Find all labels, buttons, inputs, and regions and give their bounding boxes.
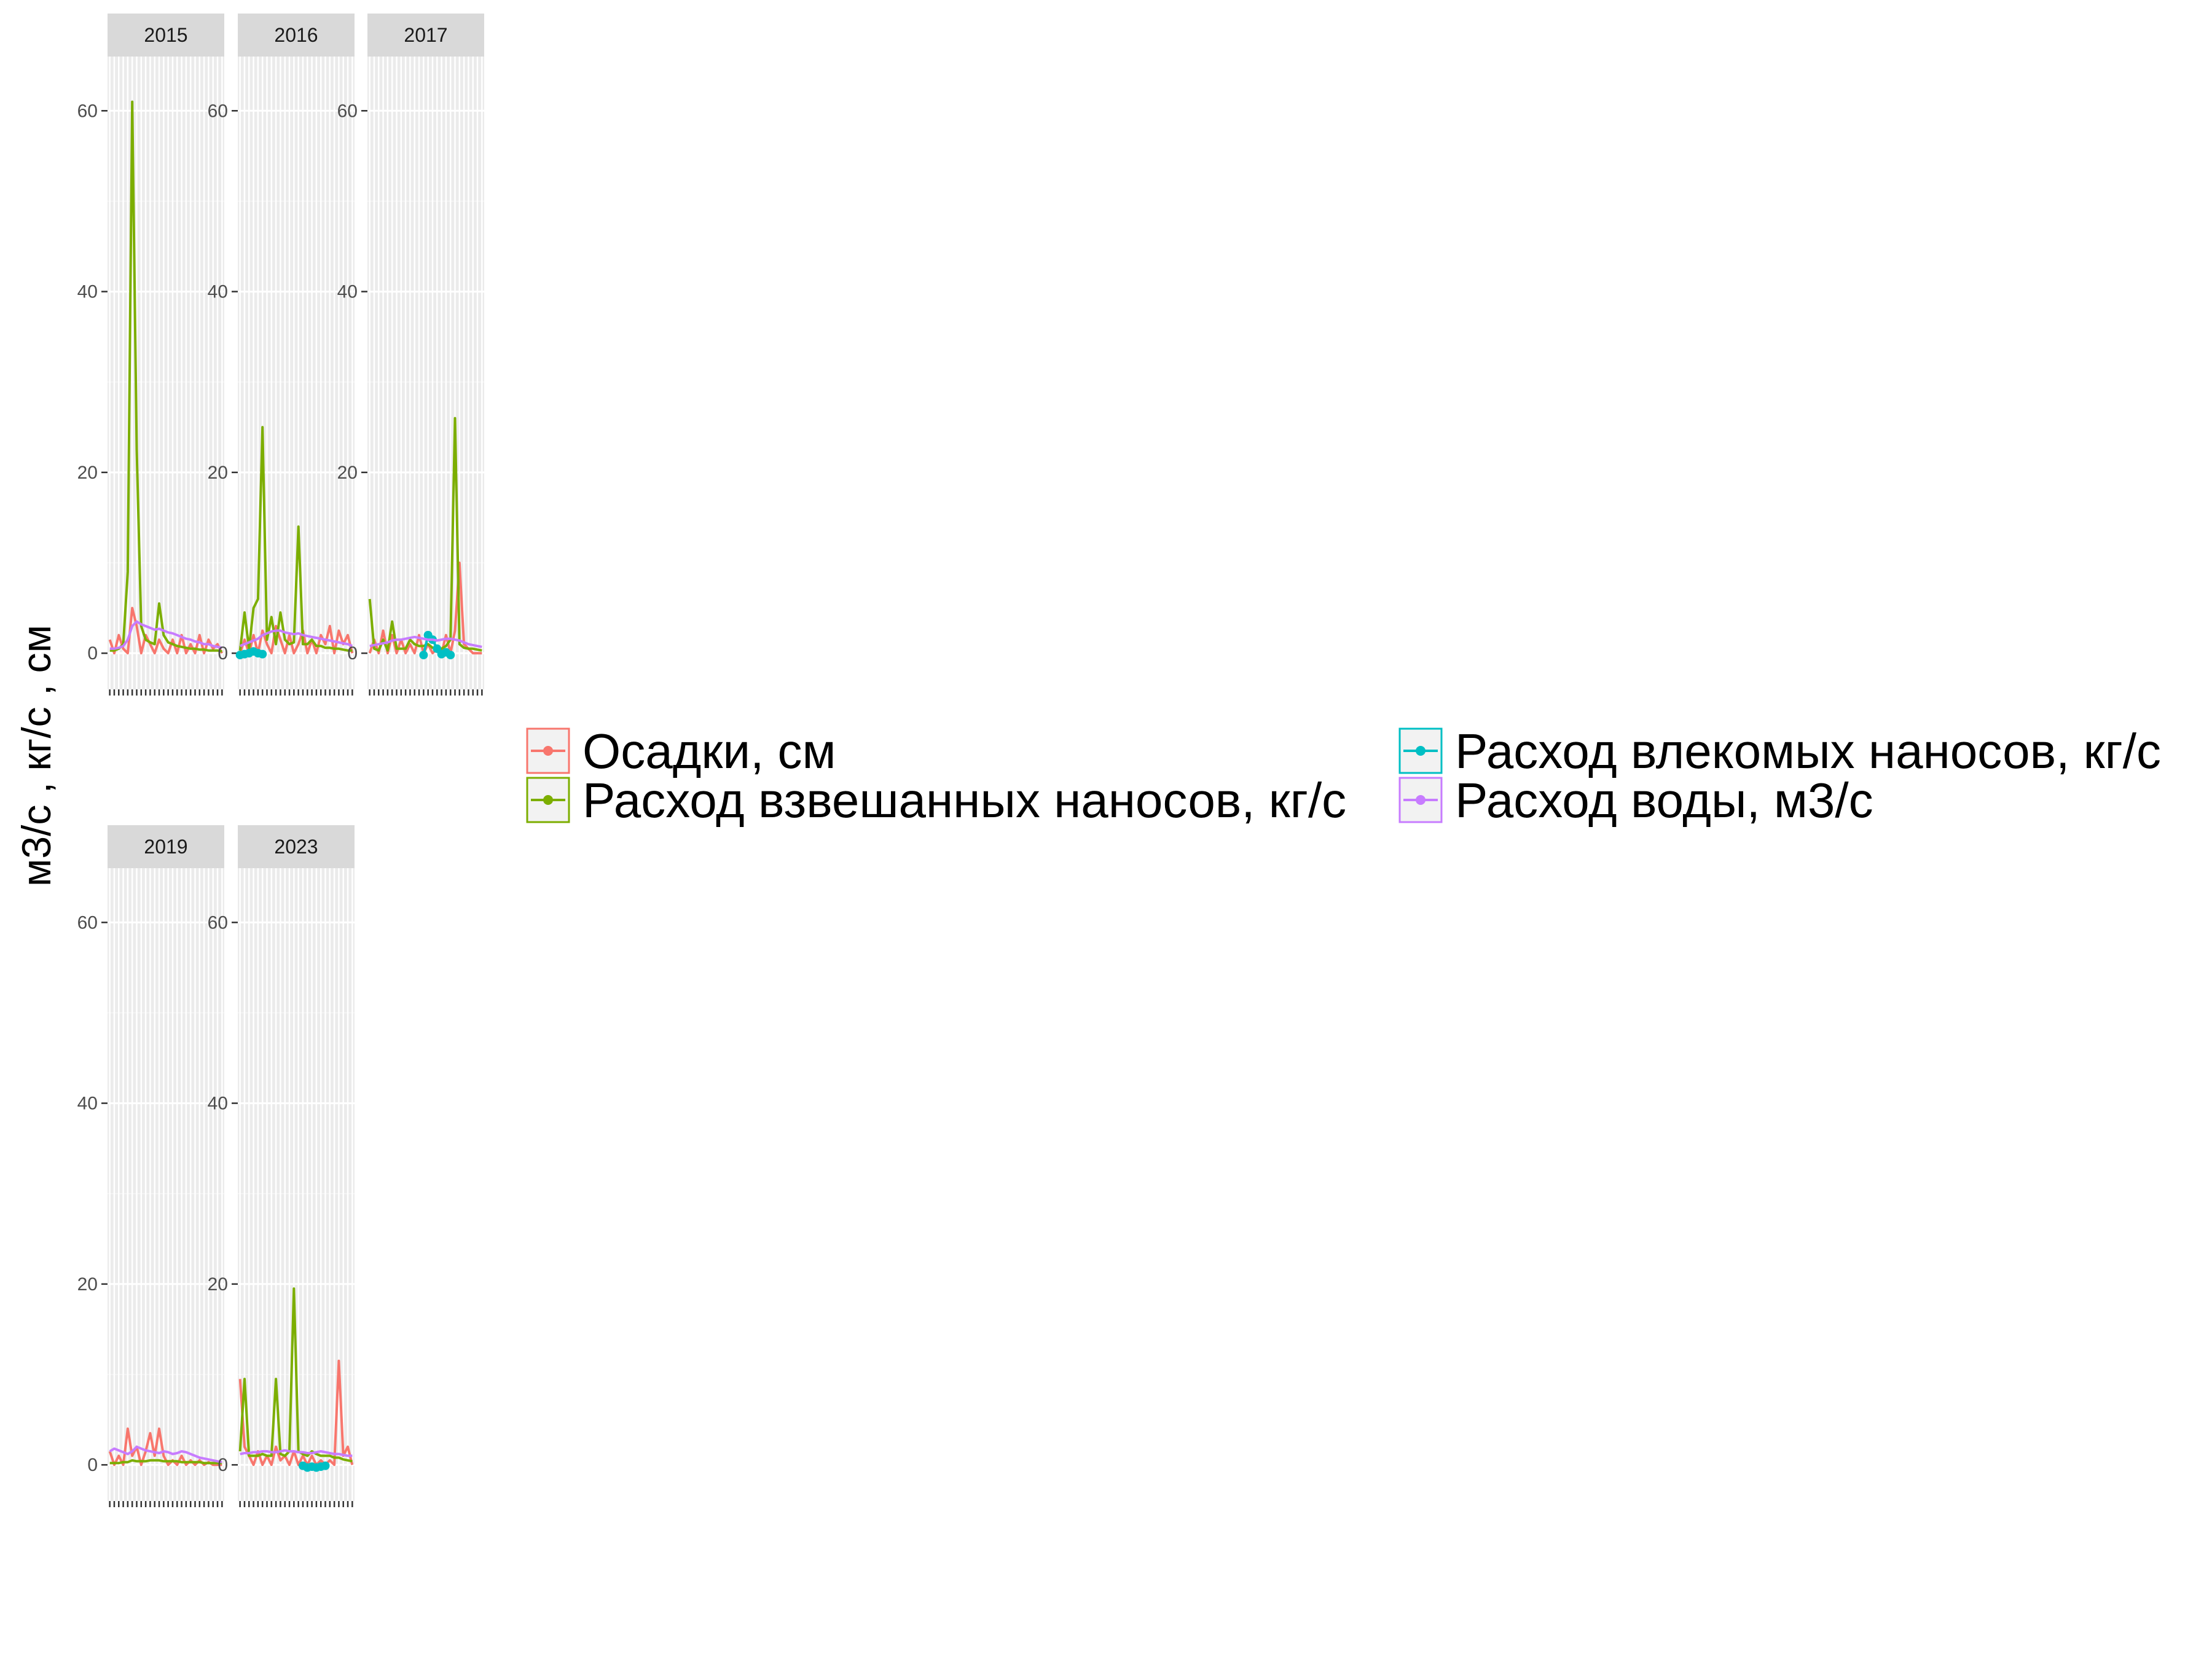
y-tick-label: 20 — [77, 1274, 98, 1295]
y-tick-label: 60 — [77, 101, 98, 121]
series-line-Расход-воды-м3-с — [240, 1449, 353, 1457]
facet-strip-label: 2015 — [144, 24, 187, 46]
facet-panel-2019: 2019 0 20 40 60 — [77, 825, 224, 1507]
y-tick-label: 60 — [208, 101, 228, 121]
facet-panel-2016: 2016 0 20 40 60 — [208, 14, 355, 696]
facet-strip-label: 2023 — [274, 836, 318, 858]
y-axis-title: м3/с , кг/с , см — [14, 625, 59, 887]
y-tick-label: 60 — [208, 912, 228, 933]
facet-strip — [238, 14, 355, 57]
series-line-Расход-воды-м3-с — [109, 1445, 222, 1464]
legend-item: Осадки, см — [526, 724, 836, 778]
facet-strip — [108, 825, 224, 868]
legend-label: Расход воды, м3/с — [1455, 773, 1873, 828]
y-tick-label: 20 — [77, 463, 98, 483]
y-tick-label: 20 — [208, 1274, 228, 1295]
y-tick-label: 0 — [218, 1455, 228, 1475]
legend-label: Осадки, см — [582, 724, 836, 778]
facet-strip — [238, 825, 355, 868]
legend-label: Расход влекомых наносов, кг/с — [1455, 724, 2161, 778]
series-line-Расход-взвешанных-наносов-кг-с — [238, 1287, 353, 1463]
panel-background — [108, 868, 224, 1501]
series-point-Расход-влекомых-наносов-кг-с — [321, 1461, 330, 1470]
legend-item: Расход воды, м3/с — [1398, 773, 1873, 828]
facet-panel-2023: 2023 0 20 40 60 — [208, 825, 355, 1507]
series-point-Расход-влекомых-наносов-кг-с — [419, 651, 428, 660]
series-line-Расход-воды-м3-с — [369, 635, 482, 648]
series-point-Расход-влекомых-наносов-кг-с — [258, 649, 267, 659]
y-tick-label: 60 — [77, 912, 98, 933]
facet-strip-label: 2017 — [404, 24, 447, 46]
series-point-Расход-влекомых-наносов-кг-с — [446, 651, 455, 660]
legend-key-point — [1416, 746, 1426, 756]
legend-key-point — [1416, 795, 1426, 805]
y-tick-label: 40 — [77, 282, 98, 302]
series-line-Расход-взвешанных-наносов-кг-с — [109, 100, 222, 653]
panel-background — [108, 57, 224, 689]
legend-key-point — [543, 746, 553, 756]
facet-strip-label: 2016 — [274, 24, 318, 46]
facet-strip — [367, 14, 484, 57]
y-tick-label: 20 — [208, 463, 228, 483]
legend-label: Расход взвешанных наносов, кг/с — [582, 773, 1346, 828]
facet-strip — [108, 14, 224, 57]
series-line-Расход-воды-м3-с — [109, 620, 222, 650]
facet-strip-label: 2019 — [144, 836, 187, 858]
y-tick-label: 0 — [87, 643, 98, 664]
y-tick-label: 60 — [337, 101, 358, 121]
panel-background — [367, 57, 484, 689]
y-tick-label: 0 — [87, 1455, 98, 1475]
y-tick-label: 0 — [347, 643, 358, 664]
y-tick-label: 40 — [208, 282, 228, 302]
legend-item: Расход взвешанных наносов, кг/с — [526, 773, 1346, 828]
y-tick-label: 40 — [208, 1094, 228, 1114]
y-tick-label: 40 — [337, 282, 358, 302]
legend-item: Расход влекомых наносов, кг/с — [1398, 724, 2161, 778]
series-line-Осадки-см — [238, 1359, 354, 1467]
series-line-Расход-взвешанных-наносов-кг-с — [109, 1459, 222, 1465]
facet-panel-2015: 2015 0 20 40 60 — [77, 14, 224, 696]
y-tick-label: 20 — [337, 463, 358, 483]
facet-panel-2017: 2017 0 20 40 60 — [337, 14, 484, 696]
y-tick-label: 40 — [77, 1094, 98, 1114]
series-line-Расход-воды-м3-с — [239, 629, 353, 648]
legend-key-point — [543, 795, 553, 805]
y-tick-label: 0 — [218, 643, 228, 664]
series-line-Расход-взвешанных-наносов-кг-с — [238, 426, 353, 652]
